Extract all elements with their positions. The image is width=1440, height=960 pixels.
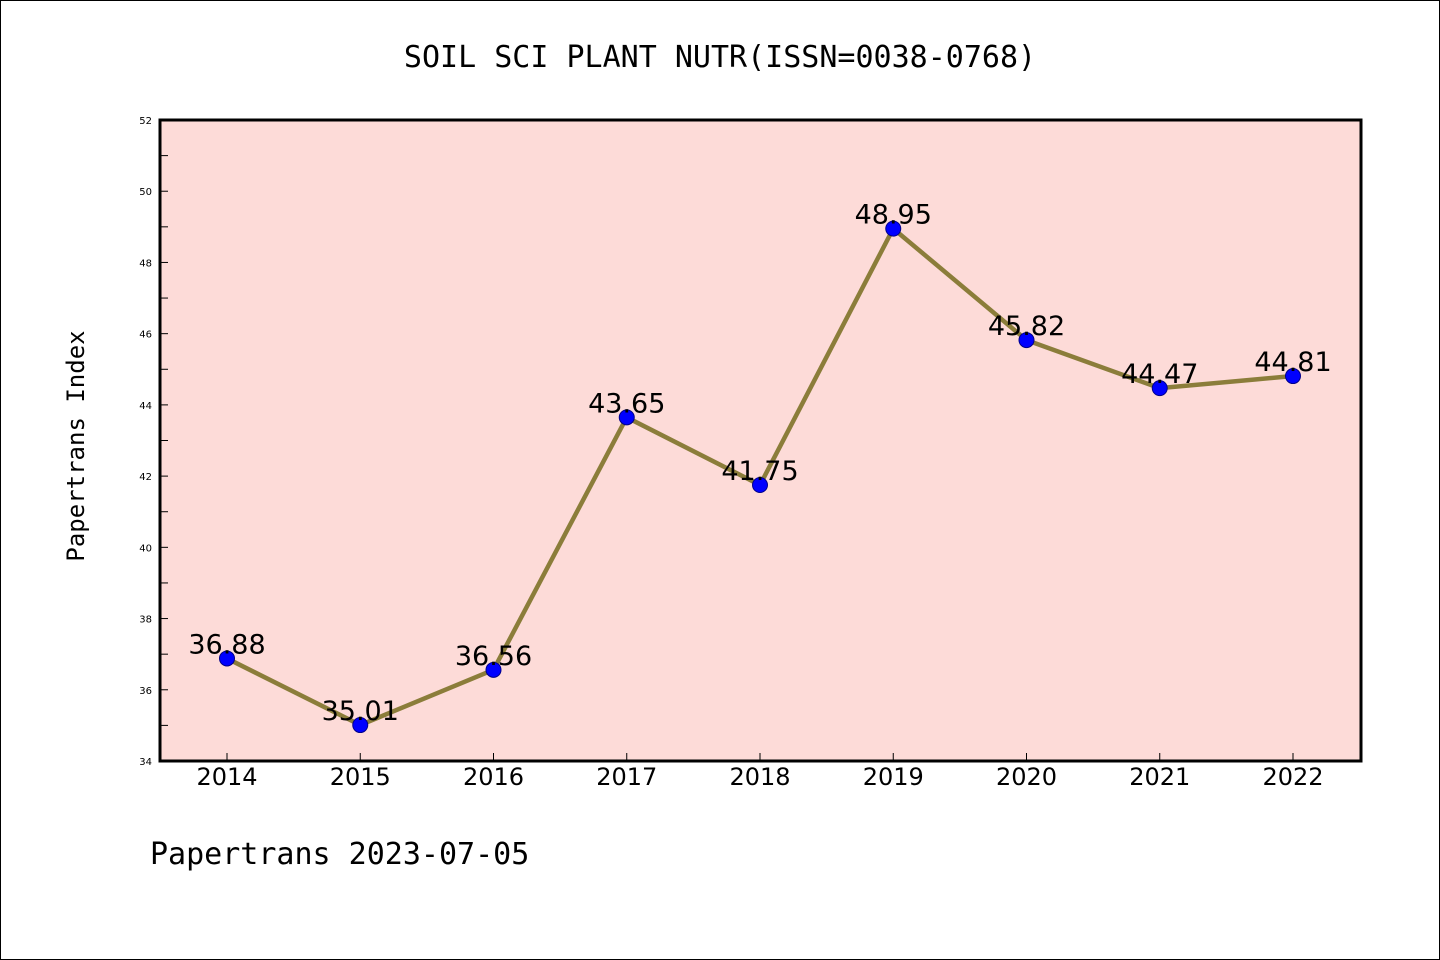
y-tick-label: 46 bbox=[139, 330, 152, 341]
x-tick-label: 2019 bbox=[863, 763, 924, 791]
data-point bbox=[885, 220, 902, 237]
chart-title: SOIL SCI PLANT NUTR(ISSN=0038-0768) bbox=[404, 40, 1036, 75]
data-label: 43.65 bbox=[588, 388, 665, 419]
x-tick-label: 2015 bbox=[330, 763, 391, 791]
y-tick-label: 40 bbox=[139, 543, 152, 554]
y-tick-label: 48 bbox=[139, 258, 152, 269]
plot-area bbox=[158, 118, 1363, 763]
data-labels: 36.88 35.01 36.56 43.65 41.75 48.95 45.82 44.47… bbox=[188, 200, 1331, 727]
y-tick-label: 38 bbox=[139, 615, 152, 626]
data-point bbox=[485, 661, 502, 678]
y-axis: 34 36 38 40 42 44 46 48 50 52 bbox=[139, 116, 168, 768]
x-axis: 2014 2015 2016 2017 2018 2019 2020 2021 2022 bbox=[196, 753, 1324, 791]
y-axis-title: Papertrans Index bbox=[62, 330, 90, 561]
data-label: 36.88 bbox=[188, 629, 265, 660]
data-label: 36.56 bbox=[455, 641, 532, 672]
data-label: 44.47 bbox=[1121, 359, 1198, 390]
data-label: 45.82 bbox=[988, 311, 1065, 342]
x-tick-label: 2018 bbox=[729, 763, 790, 791]
data-point bbox=[1285, 368, 1301, 385]
y-tick-label: 50 bbox=[139, 187, 152, 198]
y-tick-label: 36 bbox=[139, 686, 152, 697]
y-tick-label: 42 bbox=[139, 472, 152, 483]
x-tick-label: 2017 bbox=[596, 763, 657, 791]
x-tick-label: 2020 bbox=[996, 763, 1057, 791]
data-label: 35.01 bbox=[322, 696, 399, 727]
y-tick-label: 52 bbox=[139, 116, 152, 127]
data-point bbox=[219, 650, 235, 667]
y-tick-label: 34 bbox=[139, 757, 152, 768]
data-label: 48.95 bbox=[855, 200, 932, 231]
data-point bbox=[1151, 380, 1168, 397]
x-tick-label: 2016 bbox=[463, 763, 524, 791]
x-tick-label: 2022 bbox=[1262, 763, 1323, 791]
data-point bbox=[618, 409, 635, 426]
x-tick-label: 2021 bbox=[1129, 763, 1190, 791]
data-point bbox=[752, 477, 768, 494]
data-point bbox=[1018, 332, 1035, 349]
x-tick-label: 2014 bbox=[196, 763, 257, 791]
y-tick-label: 44 bbox=[139, 401, 152, 412]
data-series bbox=[219, 220, 1301, 734]
footer-date: Papertrans 2023-07-05 bbox=[150, 837, 529, 872]
data-point bbox=[352, 717, 369, 734]
data-label: 44.81 bbox=[1254, 347, 1331, 378]
data-label: 41.75 bbox=[721, 456, 798, 487]
